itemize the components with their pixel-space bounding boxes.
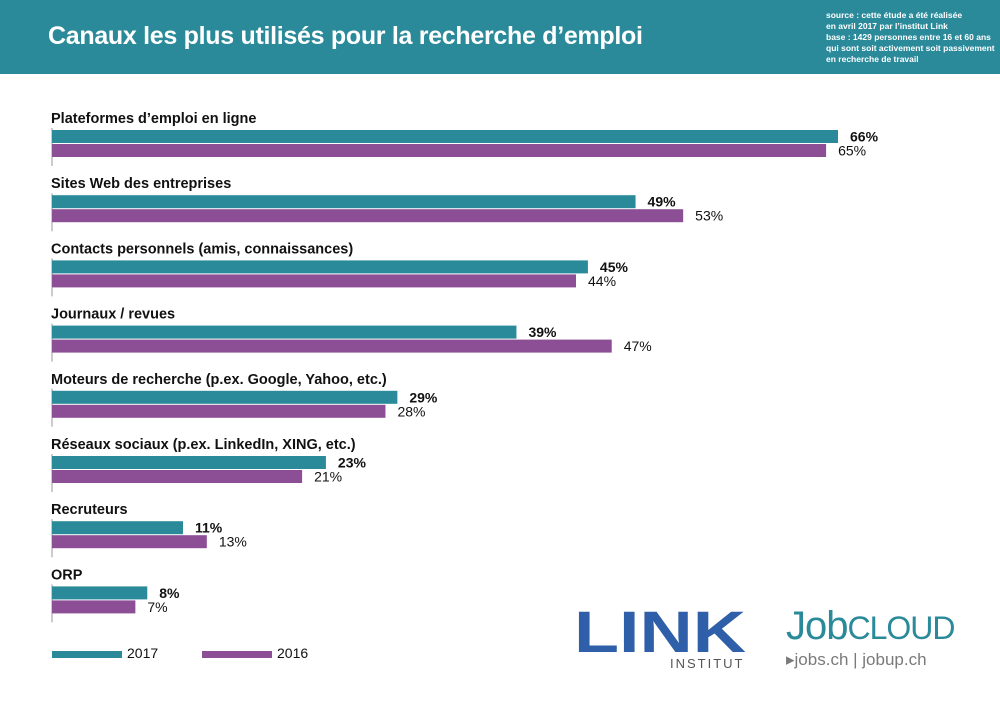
header-banner: Canaux les plus utilisés pour la recherc… (0, 0, 1000, 74)
jobcloud-wordmark: JobCLOUD (786, 604, 956, 649)
jobcloud-logo: JobCLOUD ▸jobs.ch | jobup.ch (782, 604, 982, 674)
jobcloud-cloud: CLOUD (847, 610, 956, 646)
bar-2017 (52, 456, 326, 469)
data-label: 8% (159, 585, 180, 601)
legend-label: 2016 (277, 645, 308, 661)
bar-2016 (52, 535, 207, 549)
category-label: Sites Web des entreprises (51, 176, 231, 192)
source-line: en avril 2017 par l’institut Link (826, 21, 948, 31)
data-label: 39% (528, 324, 557, 340)
data-label: 23% (338, 455, 367, 471)
source-line: base : 1429 personnes entre 16 et 60 ans (826, 32, 991, 42)
source-note: source : cette étude a été réalisée en a… (826, 10, 995, 65)
bar-2016 (52, 404, 386, 418)
bar-2016 (52, 209, 684, 223)
link-logo-text: LINK (574, 604, 746, 665)
jobcloud-sites: ▸jobs.ch | jobup.ch (786, 650, 927, 669)
bar-2016 (52, 470, 303, 483)
source-line: source : cette étude a été réalisée (826, 10, 963, 20)
bar-2016 (52, 144, 827, 157)
bar-2017 (52, 390, 398, 404)
legend-swatch-2016 (202, 651, 272, 658)
category-label: Moteurs de recherche (p.ex. Google, Yaho… (51, 372, 387, 388)
category-label: Réseaux sociaux (p.ex. LinkedIn, XING, e… (51, 437, 356, 453)
data-label: 11% (195, 520, 223, 536)
category-label: Contacts personnels (amis, connaissances… (51, 241, 353, 257)
data-label: 13% (219, 534, 247, 550)
data-label: 47% (624, 338, 652, 354)
bar-2017 (52, 195, 636, 209)
source-line: qui sont soit activement soit passivemen… (826, 43, 995, 53)
data-label: 28% (397, 403, 425, 419)
chart-title: Canaux les plus utilisés pour la recherc… (48, 22, 643, 50)
category-label: Recruteurs (51, 502, 128, 518)
data-label: 7% (147, 599, 167, 615)
data-label: 65% (838, 143, 866, 159)
category-label: Journaux / revues (51, 307, 175, 323)
bar-2017 (52, 325, 517, 339)
data-label: 29% (409, 389, 438, 405)
data-label: 45% (600, 259, 629, 275)
legend-swatch-2017 (52, 651, 122, 658)
data-label: 44% (588, 273, 616, 289)
data-label: 49% (648, 194, 677, 210)
link-institut-logo: LINK INSTITUT (574, 604, 746, 671)
source-line: en recherche de travail (826, 54, 919, 64)
link-logo-subtext: INSTITUT (670, 656, 745, 671)
category-label: Plateformes d’emploi en ligne (51, 111, 256, 127)
bar-2017 (52, 130, 838, 143)
jobcloud-job: Job (786, 604, 848, 648)
bar-2017 (52, 521, 183, 535)
bar-chart: Plateformes d’emploi en ligne 66%65% Sites… (51, 111, 879, 661)
data-label: 53% (695, 208, 723, 224)
data-label: 66% (850, 129, 879, 145)
data-label: 21% (314, 469, 342, 485)
bar-2016 (52, 339, 612, 353)
legend-label: 2017 (127, 645, 158, 661)
bar-2017 (52, 586, 148, 600)
category-label: ORP (51, 567, 83, 583)
bar-2017 (52, 260, 588, 274)
bar-2016 (52, 600, 136, 614)
bar-2016 (52, 274, 576, 288)
